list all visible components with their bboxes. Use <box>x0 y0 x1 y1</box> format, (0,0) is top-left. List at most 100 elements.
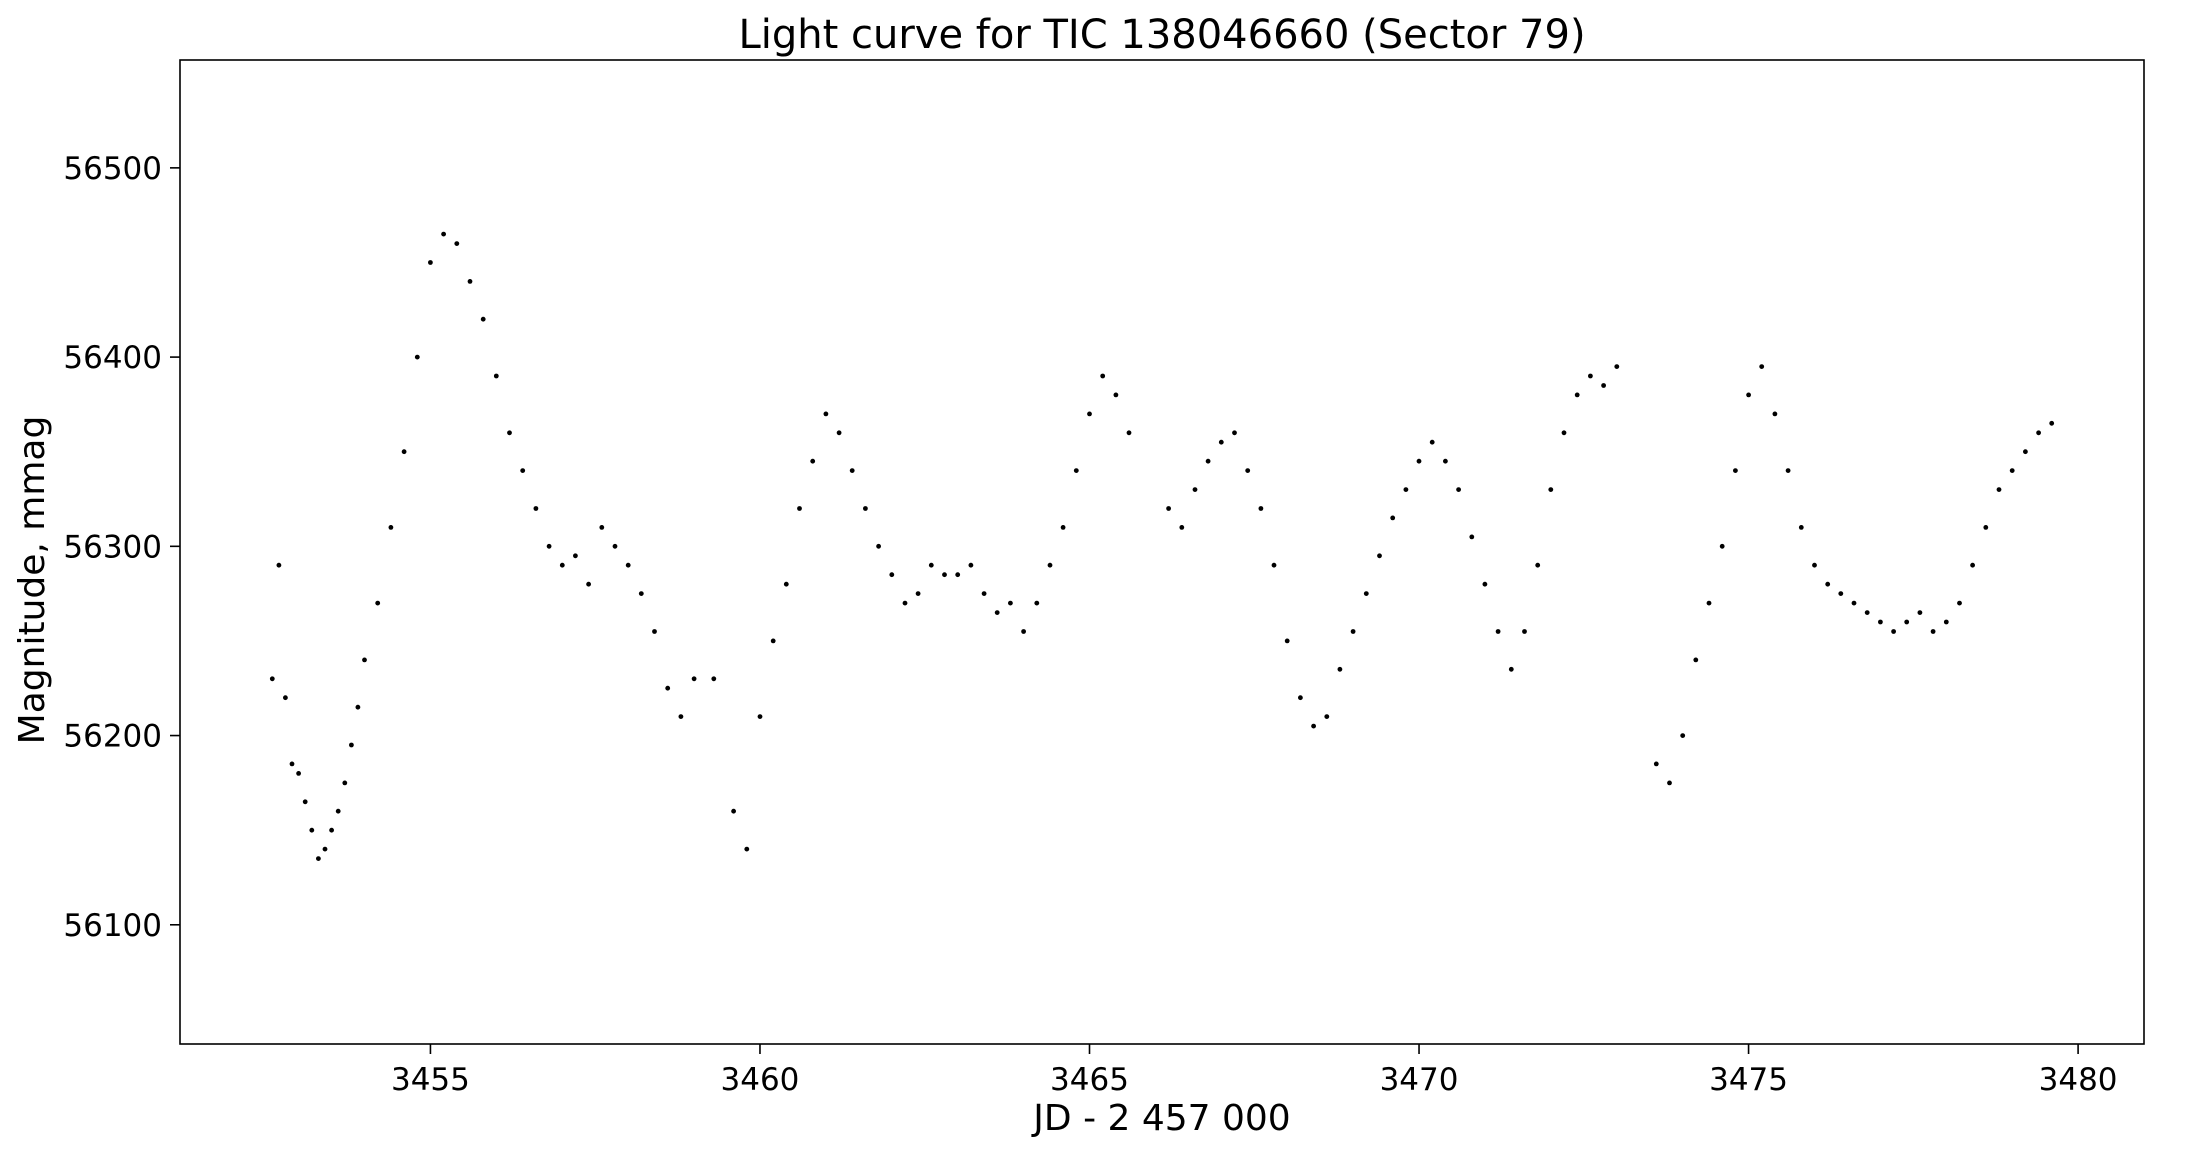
data-point <box>863 506 868 511</box>
data-point <box>638 591 644 596</box>
data-point <box>1693 657 1699 663</box>
data-point <box>1456 487 1461 492</box>
data-point <box>1878 619 1883 625</box>
data-point <box>1653 761 1659 767</box>
data-point <box>335 808 341 814</box>
x-tick-label: 3455 <box>391 1062 470 1098</box>
data-point <box>1785 468 1791 473</box>
data-point <box>1205 458 1211 464</box>
data-point <box>1983 525 1989 530</box>
data-point <box>955 572 961 578</box>
data-point <box>1970 562 1975 568</box>
data-point <box>1574 392 1580 398</box>
data-point <box>1680 733 1686 738</box>
data-point <box>665 685 671 691</box>
data-point <box>1706 600 1712 606</box>
data-point <box>1719 543 1725 549</box>
data-point <box>1851 600 1857 606</box>
x-tick-label: 3460 <box>721 1062 800 1098</box>
x-tick-label: 3475 <box>1709 1062 1788 1098</box>
data-point <box>467 279 473 284</box>
data-point <box>889 572 895 578</box>
data-point <box>586 581 591 587</box>
data-point <box>302 799 308 805</box>
data-point <box>711 676 717 682</box>
y-tick-label: 56500 <box>63 151 162 187</box>
data-point <box>797 506 802 511</box>
data-point <box>533 506 539 511</box>
data-point <box>928 562 934 568</box>
data-point <box>823 411 829 417</box>
data-point <box>757 714 763 719</box>
data-point <box>1087 411 1092 417</box>
data-point <box>2009 468 2015 473</box>
data-point <box>1996 487 2002 492</box>
x-tick-label: 3480 <box>2039 1062 2118 1098</box>
data-point <box>1390 515 1396 521</box>
data-point <box>1416 458 1422 464</box>
data-point <box>968 562 974 568</box>
data-point <box>1218 439 1224 445</box>
data-point <box>1733 468 1738 473</box>
x-tick-label: 3470 <box>1380 1062 1459 1098</box>
data-point <box>1917 610 1923 615</box>
data-point <box>480 316 486 322</box>
data-point <box>1113 392 1119 398</box>
data-point <box>1904 619 1910 625</box>
data-point <box>1561 430 1567 436</box>
data-point <box>1021 629 1026 634</box>
data-point <box>1232 430 1237 436</box>
data-point <box>1429 439 1435 445</box>
data-point <box>375 600 381 606</box>
data-point <box>2023 449 2028 455</box>
data-point <box>1812 562 1817 568</box>
data-point <box>507 430 512 436</box>
data-point <box>1258 506 1264 511</box>
data-point <box>942 572 947 578</box>
y-axis-label: Magnitude, mmag <box>12 416 53 745</box>
plot-frame <box>179 59 2145 1045</box>
data-point <box>342 780 348 786</box>
data-point <box>1008 600 1013 606</box>
data-point <box>1957 600 1962 606</box>
data-point <box>296 771 301 776</box>
data-point <box>401 449 407 455</box>
data-point <box>783 581 789 587</box>
data-point <box>1864 610 1870 615</box>
data-point <box>1759 364 1765 369</box>
data-point <box>652 629 657 634</box>
data-point <box>1245 468 1251 473</box>
data-point <box>428 260 433 265</box>
data-point <box>810 458 816 464</box>
data-point <box>355 704 361 710</box>
data-point <box>612 543 618 549</box>
data-point <box>316 856 321 861</box>
data-point <box>1930 629 1936 634</box>
data-points <box>269 231 2055 861</box>
data-point <box>388 525 394 530</box>
data-point <box>520 468 526 473</box>
data-point <box>309 827 315 833</box>
data-point <box>1522 629 1527 634</box>
y-tick-label: 56400 <box>63 340 162 376</box>
data-point <box>1271 562 1277 568</box>
data-point <box>1166 506 1171 511</box>
data-point <box>1891 629 1896 634</box>
data-point <box>1192 487 1198 492</box>
data-point <box>1126 430 1132 436</box>
data-point <box>836 430 842 436</box>
data-point <box>731 808 736 814</box>
data-point <box>441 231 446 237</box>
data-point <box>599 525 605 530</box>
data-point <box>1311 723 1316 729</box>
data-point <box>1614 364 1620 369</box>
data-point <box>1403 487 1409 492</box>
y-tick-label: 56200 <box>63 719 162 755</box>
data-point <box>915 591 921 596</box>
chart-title: Light curve for TIC 138046660 (Sector 79… <box>738 12 1585 58</box>
data-point <box>1047 562 1053 568</box>
data-point <box>2036 430 2041 436</box>
data-point <box>1284 638 1290 644</box>
data-point <box>1377 553 1382 559</box>
